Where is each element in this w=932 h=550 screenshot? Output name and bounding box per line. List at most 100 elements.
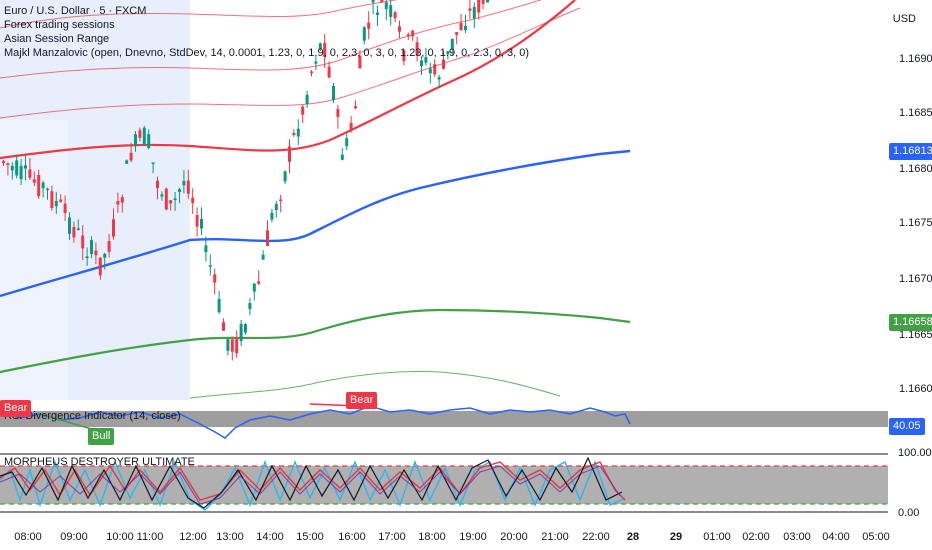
candle-body bbox=[332, 85, 335, 101]
rsi-pane-band bbox=[0, 411, 888, 427]
candle-body bbox=[151, 162, 155, 165]
candle-body bbox=[305, 94, 309, 105]
candle-body bbox=[226, 339, 230, 351]
time-tick-label: 29 bbox=[670, 531, 682, 543]
time-tick-label: 15:00 bbox=[296, 531, 324, 543]
candle-body bbox=[160, 194, 164, 197]
chart-legend: Euro / U.S. Dollar · 5 · FXCM Forex trad… bbox=[4, 4, 529, 60]
candle-body bbox=[389, 5, 393, 17]
candle-body bbox=[455, 32, 459, 35]
time-tick-label: 18:00 bbox=[418, 531, 446, 543]
candle-body bbox=[411, 30, 415, 37]
rsi-title[interactable]: RSI Divergence Indicator (14, close) bbox=[4, 410, 181, 422]
price-tick-label: 1.16850 bbox=[899, 107, 932, 119]
candle-body bbox=[415, 42, 419, 56]
candle-body bbox=[235, 337, 239, 354]
candle-body bbox=[50, 191, 54, 208]
band-green-thick bbox=[0, 308, 631, 374]
blue-midline bbox=[0, 149, 631, 298]
time-tick-label: 09:00 bbox=[60, 531, 88, 543]
candle-body bbox=[464, 25, 467, 31]
candle-body bbox=[230, 339, 234, 352]
time-tick-label: 05:00 bbox=[862, 531, 890, 543]
price-tick-label: 1.16700 bbox=[899, 273, 932, 285]
candle-body bbox=[6, 163, 10, 165]
time-tick-label: 20:00 bbox=[500, 531, 528, 543]
price-tick-label: 1.16800 bbox=[899, 163, 932, 175]
candle-body bbox=[63, 203, 67, 214]
indicator-manzalovic[interactable]: Majkl Manzalovic (open, Dnevno, StdDev, … bbox=[4, 47, 530, 59]
candle-body bbox=[169, 200, 173, 204]
candle-body bbox=[486, 0, 489, 3]
candle-body bbox=[358, 55, 362, 69]
candle-body bbox=[213, 274, 217, 283]
time-tick-label: 11:00 bbox=[137, 531, 164, 543]
candle-body bbox=[112, 219, 115, 237]
candle-body bbox=[420, 60, 423, 67]
candle-body bbox=[428, 68, 432, 74]
rsi-bull-label: Bull bbox=[88, 428, 115, 445]
candle-body bbox=[340, 154, 344, 160]
price-tick-label: 1.16750 bbox=[899, 217, 932, 229]
candle-body bbox=[424, 57, 428, 63]
candle-body bbox=[367, 22, 371, 29]
candle-body bbox=[301, 106, 305, 115]
candle-body bbox=[125, 160, 129, 164]
candle-body bbox=[384, 2, 388, 9]
candle-body bbox=[15, 160, 19, 176]
candle-body bbox=[200, 218, 203, 229]
candlestick-series bbox=[2, 0, 489, 361]
candle-body bbox=[24, 165, 27, 169]
candle-body bbox=[279, 199, 283, 201]
indicator-sessions[interactable]: Forex trading sessions bbox=[4, 19, 115, 31]
candle-body bbox=[85, 256, 89, 259]
stoch-title[interactable]: MORPHEUS DESTROYER ULTIMATE bbox=[4, 456, 195, 468]
time-tick-label: 21:00 bbox=[541, 531, 569, 543]
time-tick-label: 08:00 bbox=[14, 531, 42, 543]
candle-body bbox=[68, 217, 71, 234]
candle-body bbox=[252, 283, 256, 292]
candle-body bbox=[94, 250, 98, 256]
price-tick-label: 1.16650 bbox=[899, 329, 932, 341]
candle-body bbox=[76, 228, 80, 230]
candle-body bbox=[459, 22, 463, 31]
time-tick-label: 22:00 bbox=[582, 531, 610, 543]
price-tick-label: 1.16900 bbox=[899, 53, 932, 65]
candle-body bbox=[164, 188, 168, 210]
time-tick-label: 03:00 bbox=[783, 531, 811, 543]
candle-body bbox=[477, 0, 481, 13]
candle-body bbox=[376, 12, 379, 16]
candle-body bbox=[81, 235, 85, 249]
candle-body bbox=[314, 61, 318, 64]
band-upper-thin-3 bbox=[0, 7, 581, 119]
candle-body bbox=[208, 265, 212, 267]
candle-body bbox=[147, 134, 151, 149]
candle-body bbox=[450, 38, 454, 50]
candle-body bbox=[32, 179, 36, 183]
symbol-line[interactable]: Euro / U.S. Dollar · 5 · FXCM bbox=[4, 5, 147, 17]
blue-price-tag: 1.16813 bbox=[889, 143, 932, 160]
candle-body bbox=[393, 12, 397, 19]
rsi-bear-label: Bear bbox=[0, 400, 32, 417]
candle-body bbox=[402, 50, 406, 62]
candle-body bbox=[186, 180, 190, 194]
candle-body bbox=[222, 322, 225, 331]
green-price-tag: 1.16658 bbox=[889, 314, 932, 331]
currency-label: USD bbox=[892, 13, 916, 25]
candle-body bbox=[116, 201, 120, 205]
asian-session-bg-light bbox=[0, 120, 68, 400]
bull-divergence-line bbox=[39, 413, 96, 431]
stoch-line-black bbox=[0, 456, 623, 509]
time-tick-label: 17:00 bbox=[378, 531, 406, 543]
stoch-tick-0: 0.00 bbox=[898, 507, 920, 519]
indicator-asian-range[interactable]: Asian Session Range bbox=[4, 33, 110, 45]
candle-body bbox=[217, 299, 221, 313]
price-axis: 1.16900 1.16850 1.16800 1.16750 1.16700 1.166… bbox=[899, 53, 932, 395]
stoch-line-purple bbox=[0, 465, 621, 505]
candle-body bbox=[90, 240, 93, 254]
candle-body bbox=[406, 34, 410, 36]
candle-body bbox=[468, 8, 472, 11]
candle-body bbox=[327, 66, 331, 78]
